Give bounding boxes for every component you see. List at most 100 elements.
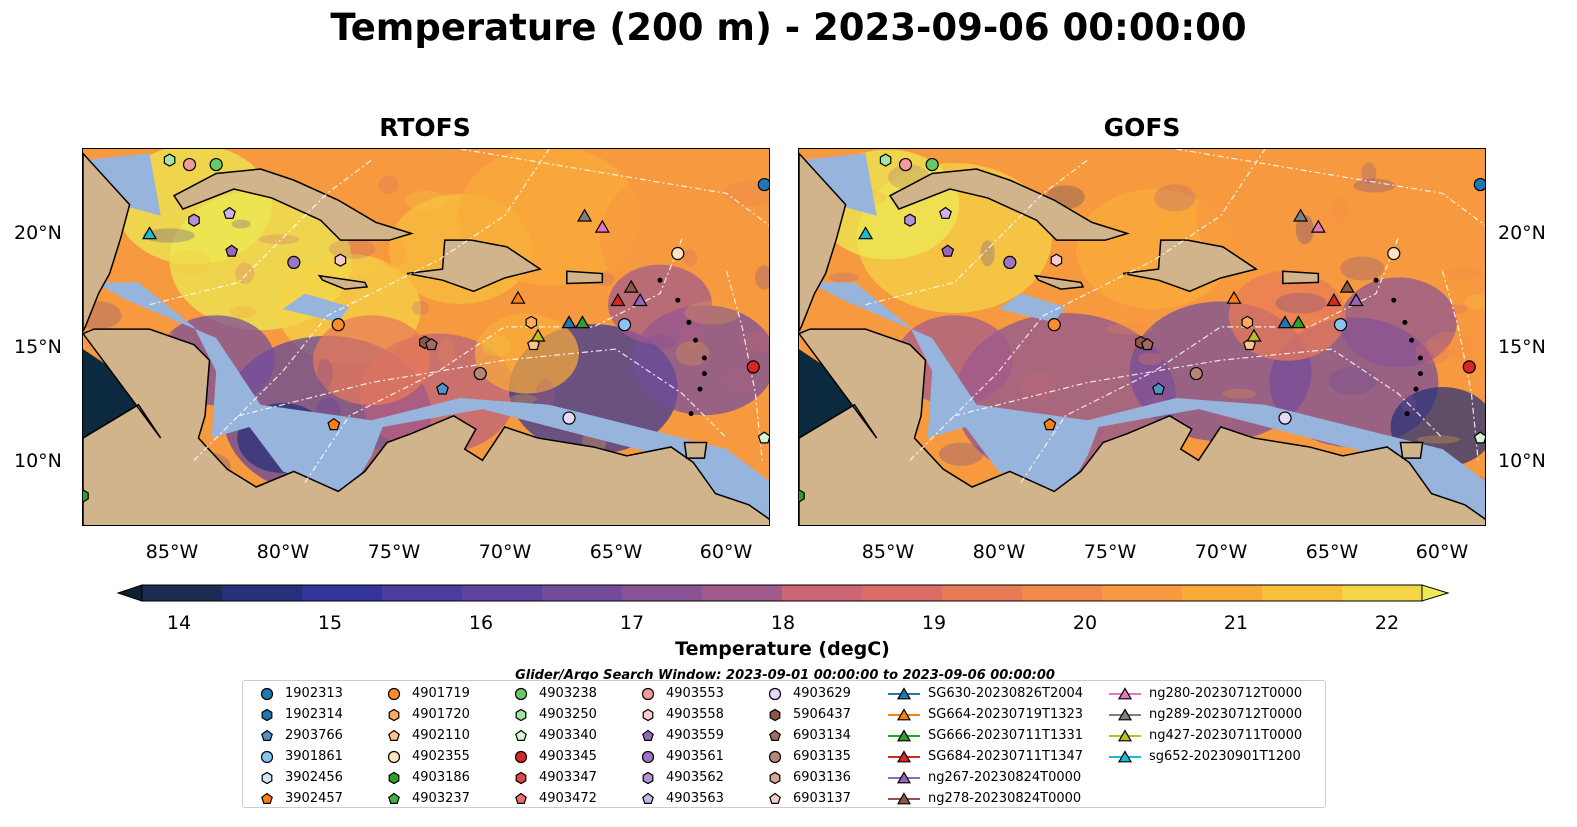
legend-item[interactable]: 6903137	[763, 788, 851, 809]
observation-4902355[interactable]	[671, 246, 685, 261]
observation-6903135[interactable]	[1189, 366, 1203, 381]
legend-item[interactable]: 4903472	[509, 788, 597, 809]
legend-marker[interactable]	[642, 729, 654, 741]
legend-marker[interactable]	[515, 729, 527, 741]
legend-marker[interactable]	[641, 687, 655, 700]
observation-4903559[interactable]	[225, 244, 239, 257]
legend-marker[interactable]	[1117, 686, 1133, 699]
legend-item[interactable]: ng427-20230711T0000	[1107, 725, 1302, 746]
legend-item[interactable]: 4903238	[509, 683, 597, 704]
observation-4903553[interactable]	[898, 157, 913, 172]
legend-item[interactable]: 4903250	[509, 704, 597, 725]
map-panel-rtofs[interactable]	[82, 148, 770, 526]
legend-item[interactable]: 4903186	[382, 767, 470, 788]
legend-item[interactable]: SG664-20230719T1323	[886, 704, 1083, 725]
map-panel-gofs[interactable]	[798, 148, 1486, 526]
legend-marker[interactable]	[260, 687, 274, 700]
legend-marker[interactable]	[769, 708, 781, 721]
legend-item[interactable]: 1902313	[255, 683, 343, 704]
legend-item[interactable]: 4903561	[636, 746, 724, 767]
legend-item[interactable]: SG630-20230826T2004	[886, 683, 1083, 704]
legend-item[interactable]: 6903134	[763, 725, 851, 746]
legend-marker[interactable]	[261, 729, 273, 741]
observation-4903563[interactable]	[223, 206, 236, 219]
observation-4903345[interactable]	[746, 360, 760, 374]
observation-ng289-20230712T0000[interactable]	[1293, 208, 1309, 222]
observation-ng267-20230824T0000[interactable]	[1348, 292, 1364, 307]
observation-6903134[interactable]	[1140, 337, 1154, 351]
legend-marker[interactable]	[261, 771, 273, 784]
observation-6903134[interactable]	[424, 337, 438, 351]
observation-ng280-20230712T0000[interactable]	[1310, 219, 1326, 233]
legend-marker[interactable]	[260, 750, 274, 763]
observation-SG666-20230711T1331[interactable]	[1290, 315, 1306, 329]
legend-marker[interactable]	[642, 708, 654, 721]
observation-4903553[interactable]	[182, 157, 197, 172]
observation-4903186[interactable]	[799, 489, 805, 503]
observation-SG666-20230711T1331[interactable]	[574, 315, 590, 329]
legend-item[interactable]: ng280-20230712T0000	[1107, 683, 1302, 704]
observation-4903186[interactable]	[83, 489, 89, 503]
legend-item[interactable]: 4903347	[509, 767, 597, 788]
legend-marker[interactable]	[896, 707, 912, 720]
observation-SG664-20230719T1323[interactable]	[1226, 290, 1242, 304]
observation-ng280-20230712T0000[interactable]	[594, 219, 610, 233]
observation-1902313[interactable]	[757, 177, 770, 192]
legend-item[interactable]: 3902456	[255, 767, 343, 788]
observation-4901719[interactable]	[1047, 318, 1061, 332]
observation-ng427-20230711T0000[interactable]	[1246, 328, 1262, 342]
observation-4903629[interactable]	[562, 411, 576, 425]
legend-item[interactable]: ng267-20230824T0000	[886, 767, 1081, 788]
legend-item[interactable]: SG666-20230711T1331	[886, 725, 1083, 746]
legend-marker[interactable]	[261, 708, 273, 721]
legend-marker[interactable]	[642, 792, 654, 804]
observation-4903558[interactable]	[334, 253, 347, 267]
observation-2903766[interactable]	[436, 382, 449, 395]
observation-4903629[interactable]	[1278, 411, 1292, 425]
legend-item[interactable]: 4903559	[636, 725, 724, 746]
observation-2903766[interactable]	[1152, 382, 1165, 395]
legend-item[interactable]: 4903629	[763, 683, 851, 704]
legend-item[interactable]: 4903562	[636, 767, 724, 788]
legend-marker[interactable]	[514, 750, 528, 763]
legend-marker[interactable]	[387, 750, 401, 763]
observation-ng278-20230824T0000[interactable]	[1339, 279, 1355, 293]
legend-marker[interactable]	[896, 770, 912, 783]
observation-SG684-20230711T1347[interactable]	[610, 292, 626, 307]
legend-marker[interactable]	[388, 792, 400, 804]
legend-marker[interactable]	[1117, 707, 1133, 720]
observation-3902457[interactable]	[327, 417, 341, 431]
legend-marker[interactable]	[768, 687, 782, 700]
observation-sg652-20230901T1200[interactable]	[142, 226, 158, 240]
observation-4903238[interactable]	[925, 157, 939, 172]
legend-marker[interactable]	[642, 771, 654, 784]
observation-4903340[interactable]	[1473, 431, 1486, 444]
legend-item[interactable]: 4902355	[382, 746, 470, 767]
legend-item[interactable]: 6903135	[763, 746, 851, 767]
legend-marker[interactable]	[388, 729, 400, 741]
legend-marker[interactable]	[388, 771, 400, 784]
legend-marker[interactable]	[641, 750, 655, 763]
legend-item[interactable]: 4903563	[636, 788, 724, 809]
observation-SG630-20230826T2004[interactable]	[561, 315, 577, 329]
observation-ng278-20230824T0000[interactable]	[623, 279, 639, 293]
observation-4901720[interactable]	[1241, 315, 1254, 330]
observation-4903561[interactable]	[287, 255, 301, 270]
legend-item[interactable]: ng278-20230824T0000	[886, 788, 1081, 809]
legend-marker[interactable]	[515, 792, 527, 804]
legend-marker[interactable]	[261, 792, 273, 804]
legend-item[interactable]: 2903766	[255, 725, 343, 746]
observation-4903345[interactable]	[1462, 360, 1476, 374]
legend-item[interactable]: SG684-20230711T1347	[886, 746, 1083, 767]
observation-SG630-20230826T2004[interactable]	[1277, 315, 1293, 329]
observation-ng427-20230711T0000[interactable]	[530, 328, 546, 342]
observation-1902313[interactable]	[1473, 177, 1486, 192]
observation-4903563[interactable]	[939, 206, 952, 219]
observation-sg652-20230901T1200[interactable]	[858, 226, 874, 240]
legend-item[interactable]: 4901720	[382, 704, 470, 725]
legend-item[interactable]: sg652-20230901T1200	[1107, 746, 1301, 767]
legend-marker[interactable]	[387, 687, 401, 700]
observation-4903558[interactable]	[1050, 253, 1063, 267]
legend-item[interactable]: 5906437	[763, 704, 851, 725]
observation-SG684-20230711T1347[interactable]	[1326, 292, 1342, 307]
